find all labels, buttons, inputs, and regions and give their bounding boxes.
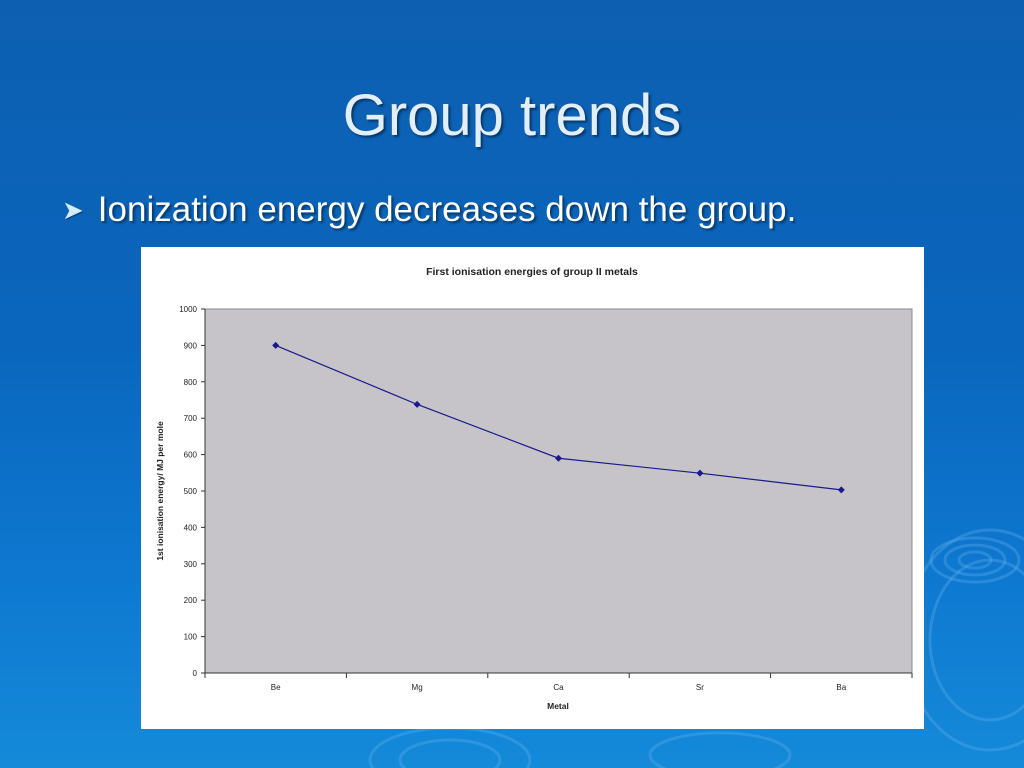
y-tick-label: 1000 [179, 305, 197, 314]
slide-title: Group trends [342, 83, 682, 148]
series-line [272, 341, 845, 494]
data-point-marker [413, 400, 421, 408]
x-tick-label: Be [271, 683, 281, 692]
plot-area [204, 308, 913, 674]
data-point-marker [555, 454, 562, 462]
data-point-marker [837, 486, 845, 494]
y-tick-label: 300 [184, 560, 198, 569]
y-axis: 0 100 200 300 400 500 600 700 800 900 1000 [179, 305, 206, 678]
line-chart: First ionisation energies of group II me… [155, 266, 913, 711]
y-tick-label: 500 [184, 487, 198, 496]
y-axis-label: 1st ionisation energy/ MJ per mole [155, 421, 165, 561]
data-point-marker [696, 469, 704, 477]
chart-title: First ionisation energies of group II me… [426, 266, 638, 278]
x-tick-label: Sr [696, 683, 704, 692]
chart-container: First ionisation energies of group II me… [141, 247, 924, 729]
x-axis-label: Metal [547, 701, 569, 711]
x-axis: Be Mg Ca Sr Ba [204, 672, 913, 692]
y-tick-label: 200 [184, 596, 198, 605]
x-tick-label: Ca [553, 683, 564, 692]
y-tick-label: 400 [184, 523, 198, 532]
y-tick-label: 600 [184, 451, 198, 460]
arrow-bullet-icon: ➤ [62, 194, 84, 225]
x-tick-label: Mg [412, 683, 423, 692]
bullet-text: Ionization energy decreases down the gro… [97, 190, 797, 229]
y-tick-label: 100 [184, 633, 198, 642]
x-tick-label: Ba [836, 683, 846, 692]
y-tick-label: 700 [184, 414, 198, 423]
y-tick-label: 900 [184, 341, 198, 350]
data-point-marker [272, 341, 280, 349]
bullet-point: ➤ Ionization energy decreases down the g… [62, 190, 796, 230]
y-tick-label: 0 [193, 669, 198, 678]
y-tick-label: 800 [184, 378, 198, 387]
